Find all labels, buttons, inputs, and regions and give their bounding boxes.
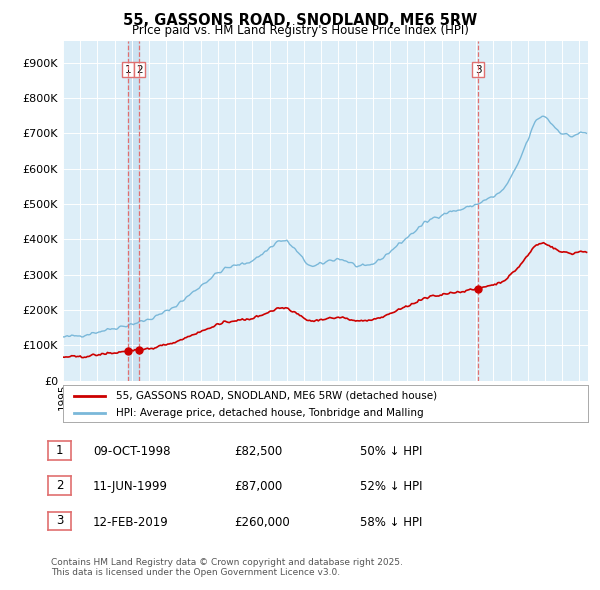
Text: £260,000: £260,000 [234, 516, 290, 529]
Text: 55, GASSONS ROAD, SNODLAND, ME6 5RW (detached house): 55, GASSONS ROAD, SNODLAND, ME6 5RW (det… [115, 391, 437, 401]
Text: 09-OCT-1998: 09-OCT-1998 [93, 445, 170, 458]
Text: HPI: Average price, detached house, Tonbridge and Malling: HPI: Average price, detached house, Tonb… [115, 408, 423, 418]
Text: 1: 1 [56, 444, 63, 457]
Text: £87,000: £87,000 [234, 480, 282, 493]
Text: 3: 3 [475, 64, 481, 74]
Text: Price paid vs. HM Land Registry's House Price Index (HPI): Price paid vs. HM Land Registry's House … [131, 24, 469, 37]
Text: 12-FEB-2019: 12-FEB-2019 [93, 516, 169, 529]
Text: 58% ↓ HPI: 58% ↓ HPI [360, 516, 422, 529]
Text: 11-JUN-1999: 11-JUN-1999 [93, 480, 168, 493]
Text: 52% ↓ HPI: 52% ↓ HPI [360, 480, 422, 493]
Text: £82,500: £82,500 [234, 445, 282, 458]
Text: 1: 1 [125, 64, 131, 74]
Text: 55, GASSONS ROAD, SNODLAND, ME6 5RW: 55, GASSONS ROAD, SNODLAND, ME6 5RW [123, 13, 477, 28]
Text: 3: 3 [56, 514, 63, 527]
Text: Contains HM Land Registry data © Crown copyright and database right 2025.
This d: Contains HM Land Registry data © Crown c… [51, 558, 403, 577]
Text: 2: 2 [56, 479, 63, 492]
Text: 50% ↓ HPI: 50% ↓ HPI [360, 445, 422, 458]
Bar [128, 41, 139, 381]
Text: 2: 2 [136, 64, 143, 74]
